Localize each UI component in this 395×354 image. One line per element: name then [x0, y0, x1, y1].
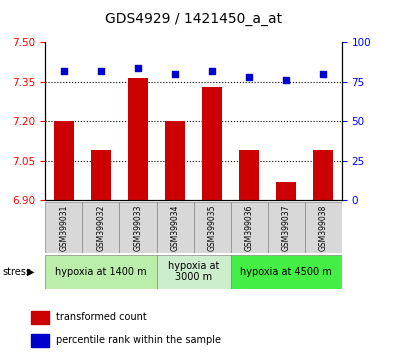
Text: stress: stress — [2, 267, 31, 277]
Text: GSM399032: GSM399032 — [96, 204, 105, 251]
Text: hypoxia at 1400 m: hypoxia at 1400 m — [55, 267, 147, 277]
Bar — [128, 78, 148, 200]
Point — [320, 71, 326, 77]
Bar — [313, 150, 333, 200]
Bar — [83, 202, 120, 253]
Point — [98, 68, 104, 74]
Bar — [231, 202, 268, 253]
Text: GSM399031: GSM399031 — [59, 204, 68, 251]
Point — [283, 78, 289, 83]
Bar — [156, 255, 231, 289]
Bar — [165, 121, 185, 200]
Bar — [54, 121, 74, 200]
Point — [61, 68, 67, 74]
Text: GSM399036: GSM399036 — [245, 204, 254, 251]
Bar — [31, 334, 49, 347]
Bar — [202, 87, 222, 200]
Bar — [45, 202, 83, 253]
Text: GSM399037: GSM399037 — [282, 204, 291, 251]
Text: GSM399035: GSM399035 — [207, 204, 216, 251]
Bar — [45, 255, 156, 289]
Point — [246, 74, 252, 80]
Text: GDS4929 / 1421450_a_at: GDS4929 / 1421450_a_at — [105, 12, 282, 27]
Text: GSM399038: GSM399038 — [319, 204, 328, 251]
Point — [135, 65, 141, 70]
Text: GSM399034: GSM399034 — [171, 204, 180, 251]
Bar — [305, 202, 342, 253]
Text: hypoxia at
3000 m: hypoxia at 3000 m — [168, 261, 219, 282]
Bar — [194, 202, 231, 253]
Point — [172, 71, 178, 77]
Text: percentile rank within the sample: percentile rank within the sample — [56, 335, 222, 346]
Bar — [231, 255, 342, 289]
Bar — [239, 150, 259, 200]
Point — [209, 68, 215, 74]
Text: transformed count: transformed count — [56, 312, 147, 322]
Text: ▶: ▶ — [27, 267, 34, 277]
Bar — [120, 202, 156, 253]
Bar — [276, 182, 296, 200]
Text: GSM399033: GSM399033 — [134, 204, 143, 251]
Bar — [91, 150, 111, 200]
Bar — [31, 311, 49, 324]
Bar — [156, 202, 194, 253]
Text: hypoxia at 4500 m: hypoxia at 4500 m — [240, 267, 332, 277]
Bar — [268, 202, 305, 253]
